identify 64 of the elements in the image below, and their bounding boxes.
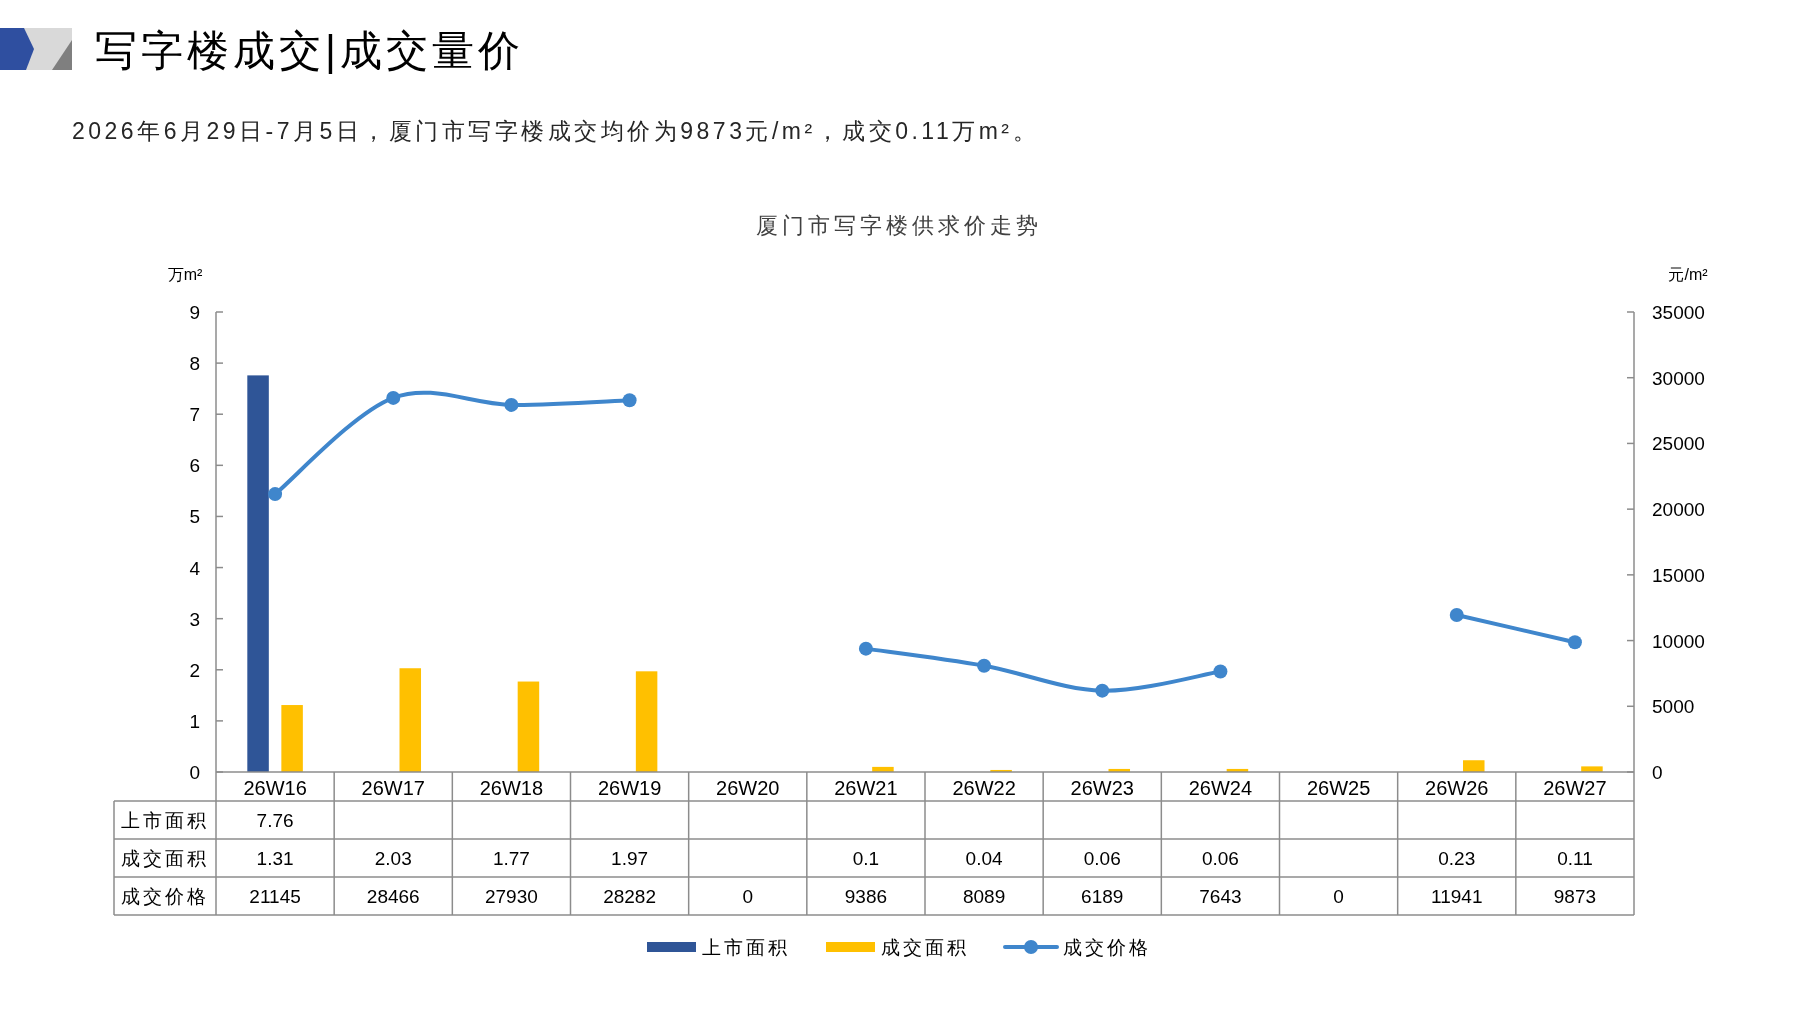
x-tick-label: 26W22	[952, 776, 1016, 799]
y2-tick-label: 0	[1652, 761, 1663, 783]
y-tick-label: 8	[189, 352, 200, 374]
subtitle: 2026年6月29日-7月5日，厦门市写字楼成交均价为9873元/m²，成交0.11万m²。	[72, 118, 1040, 144]
data-label: 7.76	[256, 809, 294, 831]
y-axis-title: 万m²	[167, 265, 203, 283]
table-row-header: 成交面积	[121, 847, 209, 869]
x-tick-label: 26W23	[1070, 776, 1134, 799]
data-label: 0	[1333, 885, 1344, 907]
data-label: 9873	[1553, 885, 1597, 907]
data-label: 7643	[1199, 885, 1242, 907]
x-tick-label: 26W17	[361, 776, 425, 799]
y2-tick-label: 35000	[1652, 301, 1705, 323]
chart-title: 厦门市写字楼供求价走势	[756, 212, 1042, 238]
y2-tick-label: 5000	[1652, 695, 1695, 717]
data-label: 28466	[366, 885, 420, 907]
data-label: 0.06	[1083, 847, 1121, 869]
legend-label: 成交价格	[1063, 936, 1151, 958]
y-tick-label: 9	[189, 301, 200, 323]
data-label: 21145	[249, 885, 301, 907]
y-tick-label: 1	[189, 710, 200, 732]
y2-tick-label: 20000	[1652, 498, 1705, 520]
x-tick-label: 26W27	[1543, 776, 1607, 799]
data-label: 0	[742, 885, 754, 907]
x-tick-label: 26W16	[243, 776, 307, 799]
y-tick-label: 2	[189, 659, 200, 681]
y2-axis-title: 元/m²	[1668, 265, 1708, 283]
x-tick-label: 26W20	[716, 776, 780, 799]
data-label: 6189	[1081, 885, 1124, 907]
data-label: 1.97	[611, 847, 649, 869]
x-tick-label: 26W19	[597, 776, 662, 799]
y-tick-label: 0	[189, 761, 200, 783]
y2-tick-label: 15000	[1652, 564, 1705, 586]
data-label: 1.77	[492, 847, 530, 869]
table-row-header: 上市面积	[121, 809, 209, 831]
data-label: 0.1	[852, 847, 880, 869]
data-label: 27930	[485, 885, 538, 907]
data-label: 2.03	[374, 847, 412, 869]
x-tick-label: 26W21	[834, 776, 898, 799]
legend-label: 上市面积	[702, 936, 790, 958]
y-tick-label: 6	[189, 454, 200, 476]
data-label: 28282	[603, 885, 656, 907]
x-tick-label: 26W26	[1425, 776, 1489, 799]
data-label: 0.23	[1438, 847, 1476, 869]
title: 写字楼成交|成交量价	[95, 26, 524, 74]
y2-tick-label: 10000	[1652, 630, 1705, 652]
y2-tick-label: 30000	[1652, 367, 1705, 389]
y2-tick-label: 25000	[1652, 432, 1705, 454]
x-tick-label: 26W18	[479, 776, 544, 799]
data-label: 0.06	[1201, 847, 1239, 869]
data-label: 8089	[962, 885, 1006, 907]
y-tick-label: 5	[189, 505, 200, 527]
y-tick-label: 4	[189, 557, 200, 579]
table-row-header: 成交价格	[121, 885, 209, 907]
legend-label: 成交面积	[881, 936, 969, 958]
y-tick-label: 7	[189, 403, 200, 425]
data-label: 0.11	[1557, 847, 1593, 869]
data-label: 9386	[844, 885, 888, 907]
data-label: 1.31	[256, 847, 294, 869]
data-label: 0.04	[965, 847, 1003, 869]
x-tick-label: 26W25	[1306, 776, 1371, 799]
x-tick-label: 26W24	[1188, 776, 1253, 799]
y-tick-label: 3	[189, 608, 200, 630]
data-label: 11941	[1431, 885, 1483, 907]
